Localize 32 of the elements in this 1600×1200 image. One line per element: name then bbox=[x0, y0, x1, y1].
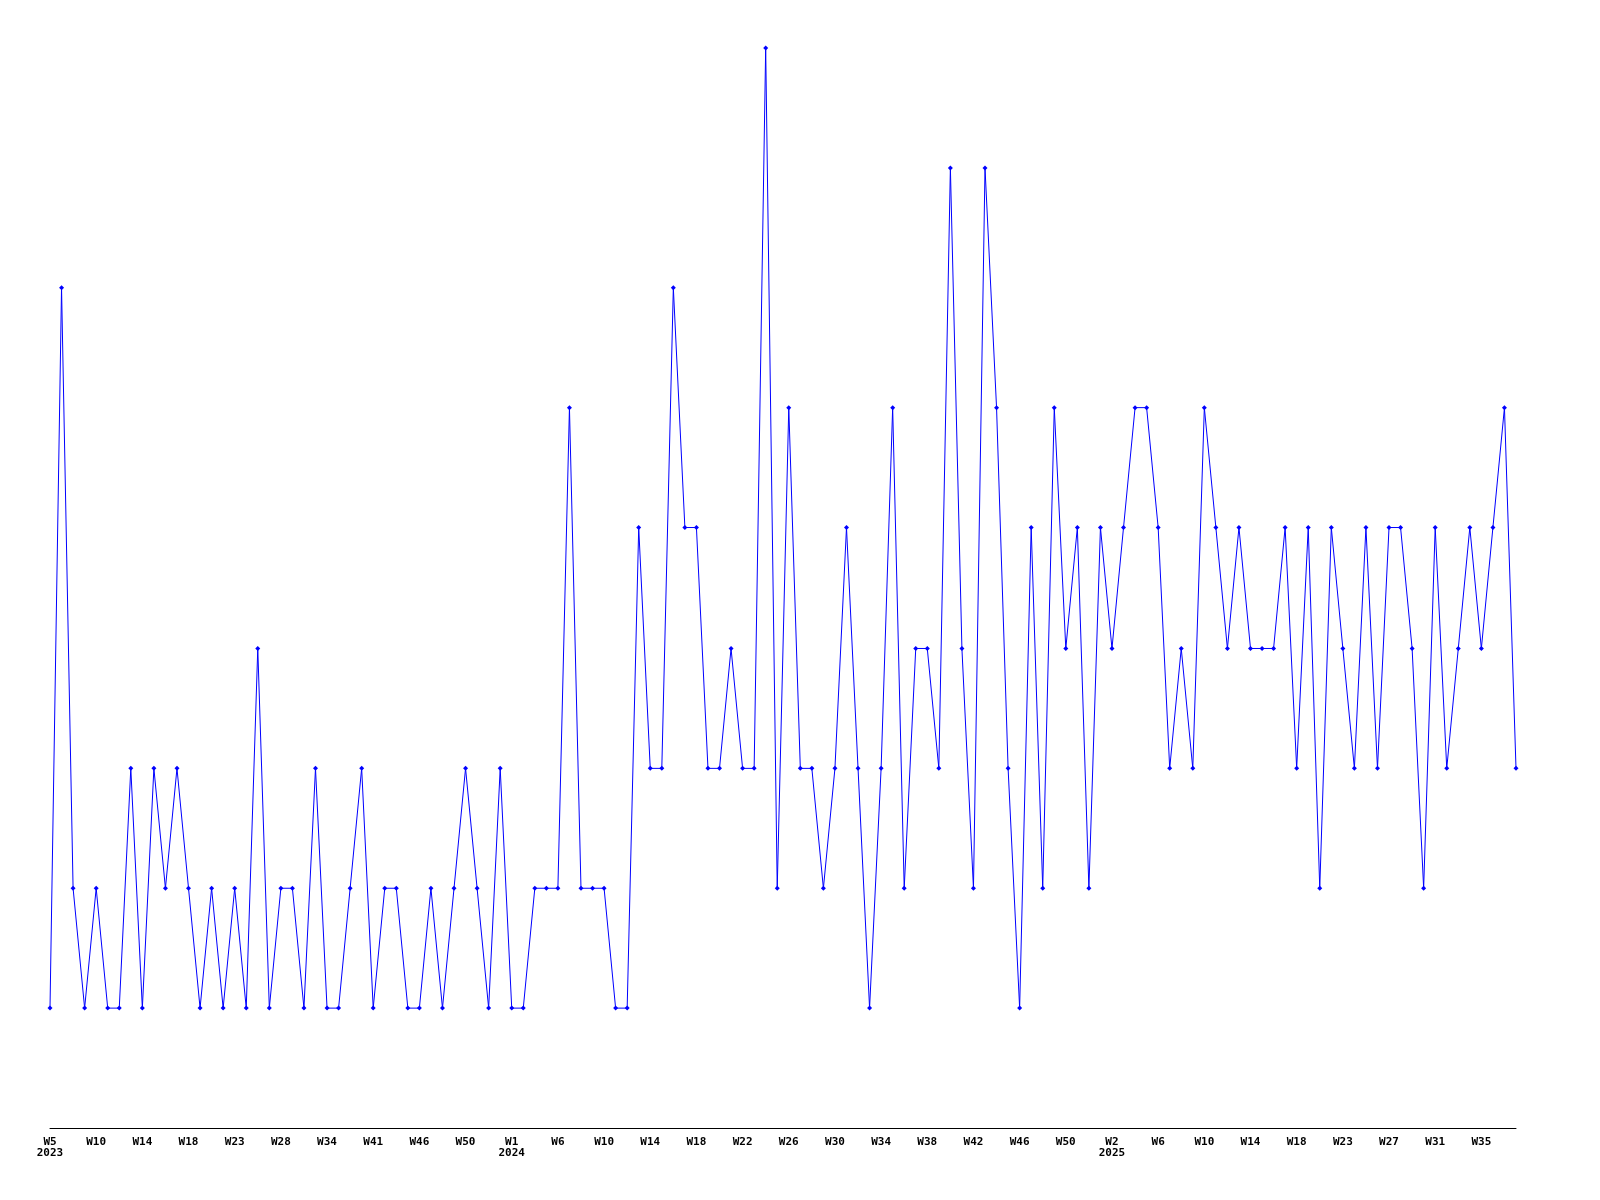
x-tick-label: W38 bbox=[917, 1135, 938, 1148]
x-tick-label: W23 bbox=[1332, 1135, 1353, 1148]
x-tick-label: W1 2024 bbox=[498, 1135, 526, 1159]
x-tick-label: W2 2025 bbox=[1098, 1135, 1126, 1159]
x-tick-label: W50 bbox=[455, 1135, 476, 1148]
x-tick-label: W22 bbox=[732, 1135, 753, 1148]
x-tick-label: W28 bbox=[270, 1135, 291, 1148]
x-tick-label: W31 bbox=[1425, 1135, 1446, 1148]
x-tick-label: W41 bbox=[363, 1135, 384, 1148]
x-tick-label: W27 bbox=[1379, 1135, 1399, 1148]
x-tick-label: W46 bbox=[409, 1135, 430, 1148]
x-tick-label: W10 bbox=[86, 1135, 107, 1148]
x-tick-label: W26 bbox=[778, 1135, 800, 1148]
x-tick-label: W30 bbox=[825, 1135, 845, 1148]
x-tick-label: W14 bbox=[132, 1135, 153, 1148]
x-tick-label: W18 bbox=[686, 1135, 707, 1148]
x-tick-label: W35 bbox=[1471, 1135, 1492, 1148]
x-tick-label: W10 bbox=[1194, 1135, 1215, 1148]
x-tick-label: W14 bbox=[640, 1135, 661, 1148]
x-tick-label: W18 bbox=[1286, 1135, 1307, 1148]
x-tick-label: W18 bbox=[178, 1135, 199, 1148]
x-tick-label: W14 bbox=[1240, 1135, 1261, 1148]
x-tick-label: W50 bbox=[1055, 1135, 1076, 1148]
x-tick-label: W6 bbox=[1151, 1135, 1166, 1148]
x-tick-label: W42 bbox=[963, 1135, 984, 1148]
x-tick-label: W34 bbox=[317, 1135, 338, 1148]
x-tick-label: W23 bbox=[224, 1135, 245, 1148]
x-tick-label: W5 2023 bbox=[36, 1135, 64, 1159]
x-tick-label: W34 bbox=[871, 1135, 892, 1148]
x-tick-label: W46 bbox=[1009, 1135, 1030, 1148]
x-tick-label: W6 bbox=[551, 1135, 565, 1148]
x-tick-label: W10 bbox=[594, 1135, 615, 1148]
